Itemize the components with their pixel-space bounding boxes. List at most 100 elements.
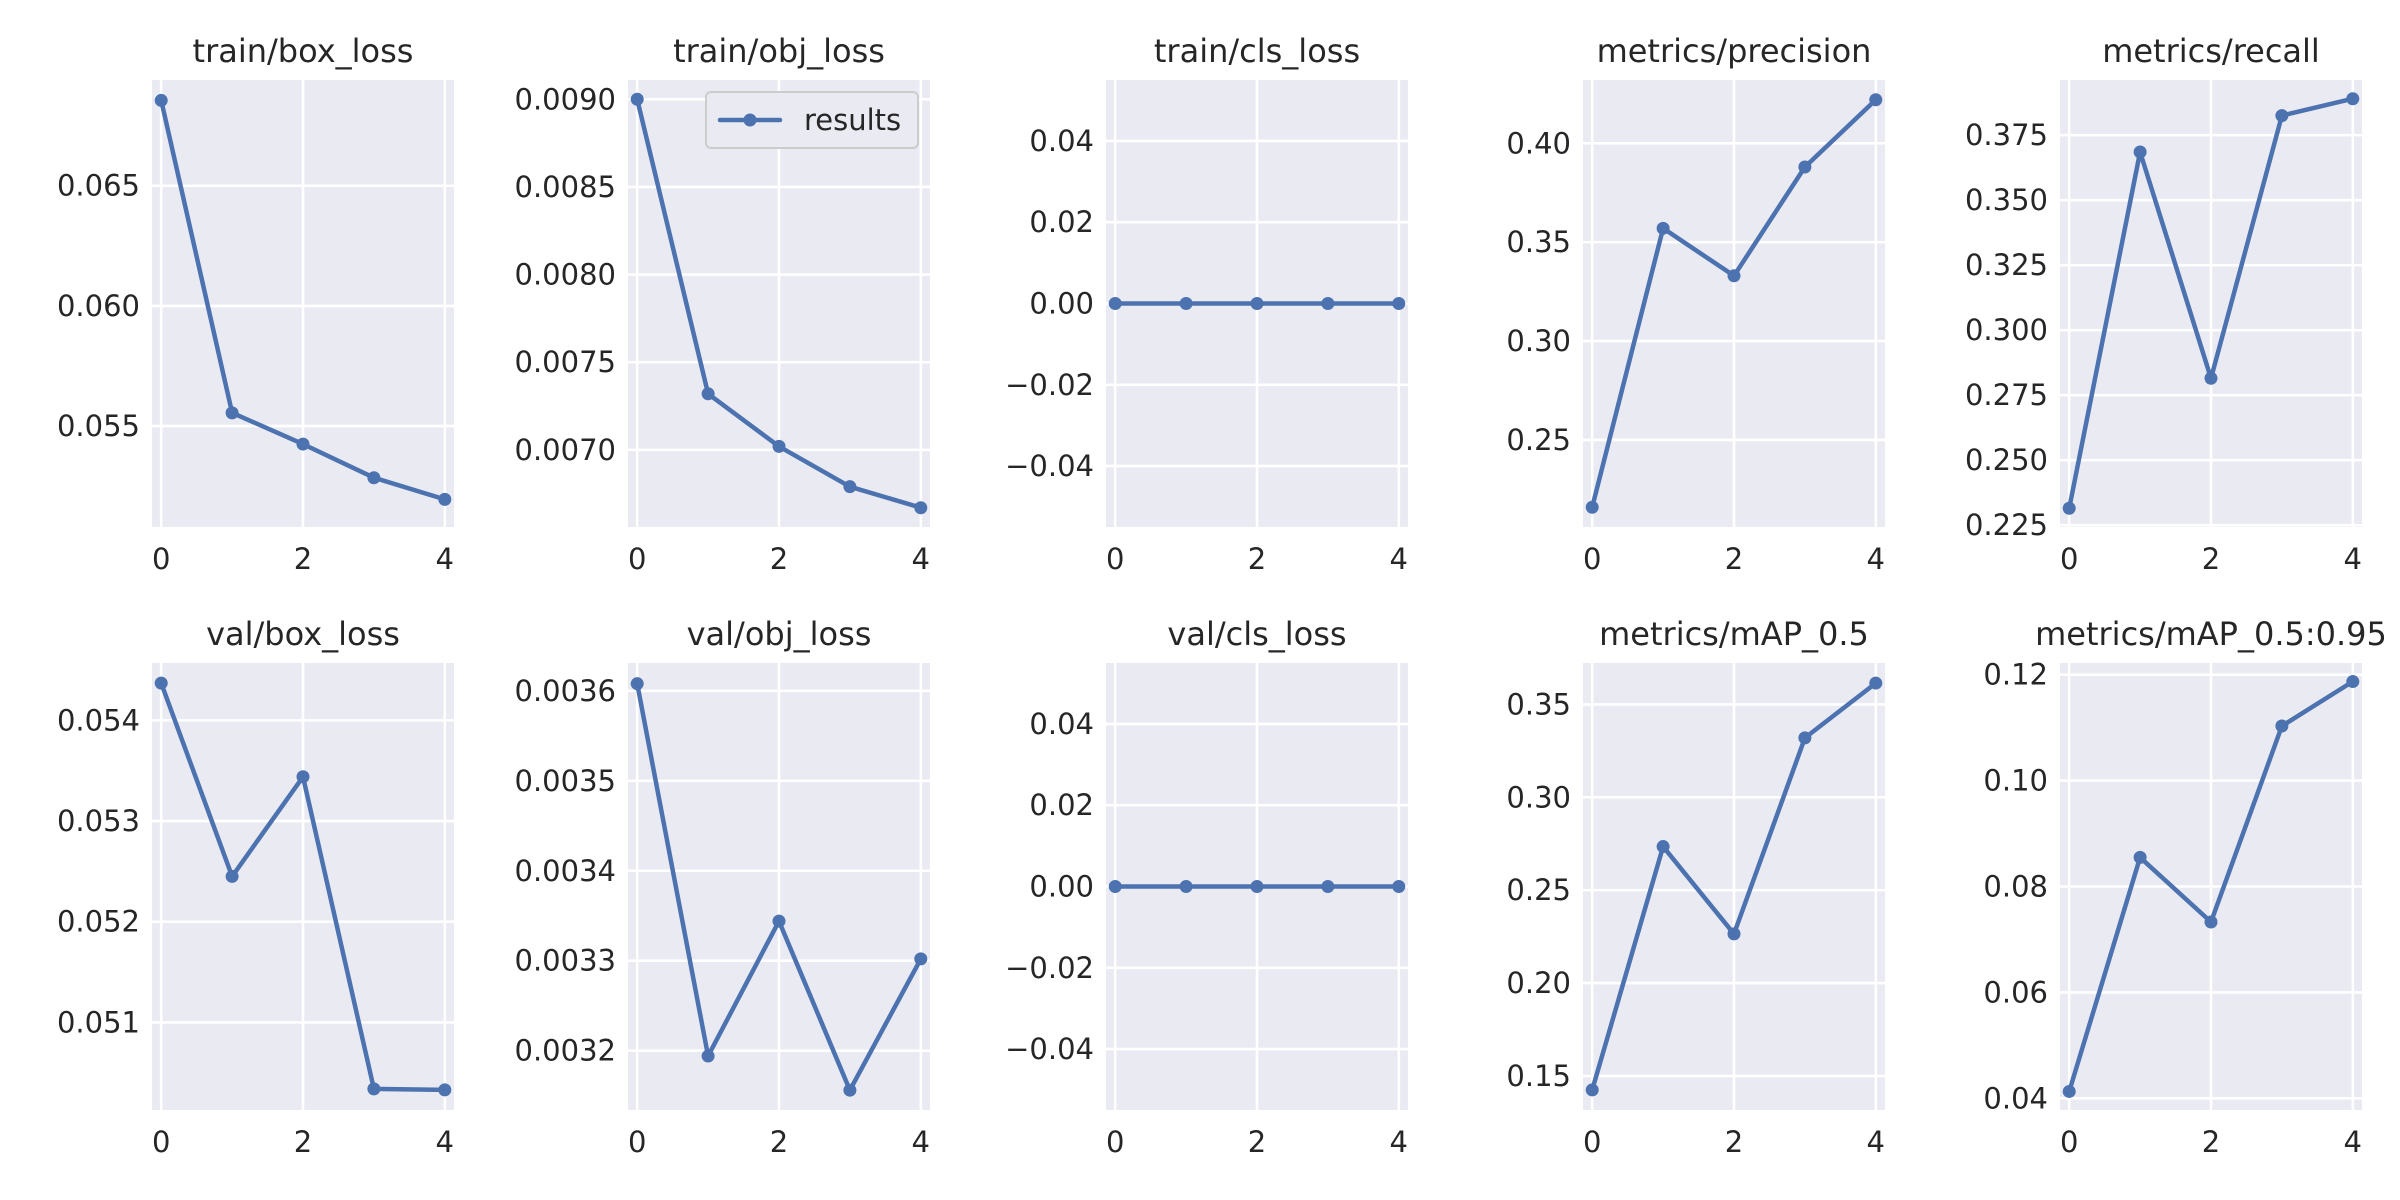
y-tick-label: 0.350	[1965, 183, 2048, 217]
y-tick-label: −0.04	[1005, 1032, 1094, 1066]
data-point	[2133, 145, 2147, 159]
y-tick-label: 0.30	[1506, 780, 1571, 814]
x-tick-label: 0	[152, 1125, 170, 1159]
data-point	[1250, 880, 1264, 893]
panel-metrics-map-0-5: 0.15 0.20 0.25 0.30 0.35 0 2 4 metrics/mAP_0.5	[1506, 615, 1885, 1159]
data-point	[701, 1049, 715, 1063]
y-tick-label: 0.04	[1983, 1081, 2048, 1115]
panel-metrics-recall: 0.225 0.250 0.275 0.300 0.325 0.350 0.375 0 2 4 me…	[1965, 32, 2362, 576]
y-tick-label: 0.02	[1029, 788, 1094, 822]
data-point	[154, 93, 168, 107]
y-tick-label: 0.02	[1029, 205, 1094, 239]
data-point	[772, 914, 786, 928]
y-tick-label: 0.055	[57, 409, 140, 443]
x-tick-label: 4	[1867, 542, 1885, 576]
x-tick-label: 2	[1725, 542, 1743, 576]
y-tick-label: 0.0034	[515, 854, 616, 888]
chart-title: val/obj_loss	[687, 615, 872, 653]
y-tick-label: 0.0080	[515, 258, 616, 292]
data-point	[630, 92, 644, 106]
data-point	[1869, 676, 1883, 690]
data-point	[1727, 269, 1741, 283]
data-point	[367, 1082, 381, 1096]
x-tick-label: 4	[912, 542, 930, 576]
chart-title: metrics/recall	[2102, 32, 2320, 70]
chart-title: metrics/mAP_0.5	[1599, 615, 1869, 653]
x-tick-label: 2	[1248, 1125, 1266, 1159]
y-tick-label: 0.10	[1983, 764, 2048, 798]
panel-train-cls-loss: −0.04 −0.02 0.00 0.02 0.04 0 2 4 train/cls_loss	[1005, 32, 1408, 576]
legend-marker	[743, 113, 757, 127]
y-tick-label: 0.065	[57, 169, 140, 203]
legend-label: results	[804, 103, 901, 137]
panel-metrics-precision: 0.25 0.30 0.35 0.40 0 2 4 metrics/precision	[1506, 32, 1885, 576]
y-tick-label: 0.08	[1983, 870, 2048, 904]
x-tick-label: 4	[436, 1125, 454, 1159]
y-tick-label: 0.0032	[515, 1034, 616, 1068]
panel-train-obj-loss: 0.0070 0.0075 0.0080 0.0085 0.0090 0 2 4 train/o…	[515, 32, 930, 576]
data-point	[2062, 1084, 2076, 1098]
x-tick-label: 4	[1390, 1125, 1408, 1159]
y-tick-label: 0.15	[1506, 1059, 1571, 1093]
x-tick-label: 4	[1867, 1125, 1885, 1159]
data-point	[1727, 927, 1741, 941]
chart-title: train/obj_loss	[673, 32, 885, 70]
y-tick-label: 0.00	[1029, 287, 1094, 321]
chart-title: train/box_loss	[193, 32, 414, 70]
data-point	[1392, 880, 1406, 893]
y-tick-label: 0.00	[1029, 870, 1094, 904]
data-point	[843, 480, 857, 494]
y-tick-label: 0.25	[1506, 873, 1571, 907]
x-tick-label: 2	[294, 542, 312, 576]
y-tick-label: 0.0090	[515, 82, 616, 116]
x-tick-label: 4	[2344, 542, 2362, 576]
x-tick-label: 2	[770, 1125, 788, 1159]
data-point	[630, 677, 644, 691]
data-point	[154, 676, 168, 690]
data-point	[914, 501, 928, 515]
data-point	[1321, 880, 1335, 893]
y-tick-label: 0.04	[1029, 124, 1094, 158]
x-tick-label: 2	[294, 1125, 312, 1159]
y-tick-label: 0.30	[1506, 324, 1571, 358]
data-point	[296, 437, 310, 451]
legend-box	[705, 91, 919, 149]
y-tick-label: 0.0070	[515, 433, 616, 467]
y-tick-label: 0.40	[1506, 126, 1571, 160]
data-point	[914, 952, 928, 966]
data-point	[1179, 297, 1193, 310]
x-tick-label: 0	[1583, 542, 1601, 576]
x-tick-label: 2	[1248, 542, 1266, 576]
data-point	[1585, 500, 1599, 514]
data-point	[1392, 297, 1406, 310]
data-point	[1798, 160, 1812, 174]
chart-title: val/cls_loss	[1167, 615, 1346, 653]
panel-metrics-map-0-5-0-95: 0.04 0.06 0.08 0.10 0.12 0 2 4 metrics/mAP_0.5:0…	[1983, 615, 2386, 1159]
y-tick-label: 0.12	[1983, 658, 2048, 692]
data-point	[2346, 92, 2360, 106]
data-point	[225, 869, 239, 883]
x-tick-label: 0	[628, 1125, 646, 1159]
x-tick-label: 0	[2060, 542, 2078, 576]
data-point	[1656, 221, 1670, 235]
y-tick-label: 0.0085	[515, 170, 616, 204]
x-tick-label: 0	[1106, 542, 1124, 576]
y-tick-label: 0.225	[1965, 508, 2048, 542]
y-tick-label: 0.300	[1965, 313, 2048, 347]
panel-val-cls-loss: −0.04 −0.02 0.00 0.02 0.04 0 2 4 val/cls_loss	[1005, 615, 1408, 1159]
data-point	[2204, 371, 2218, 385]
y-tick-label: 0.052	[57, 905, 140, 939]
data-point	[1179, 880, 1193, 893]
data-point	[1250, 297, 1264, 310]
y-tick-label: −0.02	[1005, 368, 1094, 402]
data-point	[296, 770, 310, 784]
x-tick-label: 2	[2202, 542, 2220, 576]
y-tick-label: 0.0036	[515, 674, 616, 708]
chart-title: metrics/mAP_0.5:0.95	[2035, 615, 2387, 653]
y-tick-label: 0.06	[1983, 975, 2048, 1009]
data-point	[2062, 501, 2076, 515]
x-tick-label: 0	[2060, 1125, 2078, 1159]
x-tick-label: 2	[2202, 1125, 2220, 1159]
y-tick-label: 0.25	[1506, 423, 1571, 457]
